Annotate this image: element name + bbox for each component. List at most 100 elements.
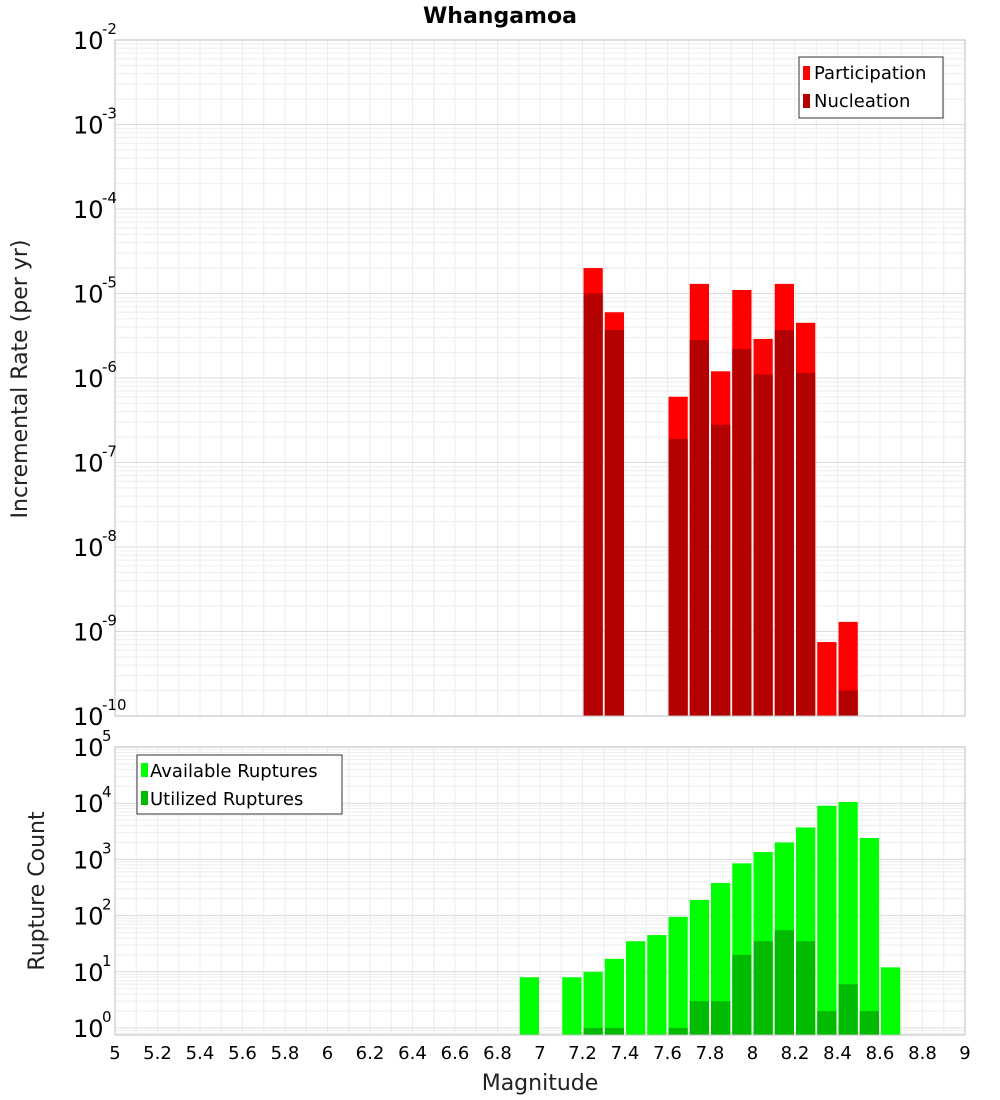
- x-tick-label: 5.8: [271, 1043, 300, 1064]
- count-bar-secondary: [711, 1001, 731, 1035]
- x-tick-label: 7: [534, 1043, 545, 1064]
- count-bar-secondary: [838, 984, 858, 1035]
- x-tick-label: 6: [322, 1043, 333, 1064]
- y-tick-label-base: 10: [73, 27, 104, 55]
- rate-plot-border: [114, 39, 966, 717]
- x-tick-label: 8: [747, 1043, 758, 1064]
- x-tick-label: 7.8: [696, 1043, 725, 1064]
- count-bar-primary: [647, 935, 667, 1035]
- count-bar-secondary: [668, 1027, 688, 1035]
- x-tick-label: 7.4: [611, 1043, 640, 1064]
- x-tick-label: 5.6: [228, 1043, 257, 1064]
- rate-bars: [583, 268, 858, 716]
- count-bars: [519, 802, 901, 1035]
- rate-bar-secondary: [796, 372, 816, 716]
- x-tick-label: 7.6: [653, 1043, 682, 1064]
- x-tick-label: 9: [959, 1043, 970, 1064]
- y-tick-label-exponent: -6: [102, 358, 117, 376]
- count-bar-secondary: [859, 1011, 879, 1035]
- y-tick-label-exponent: -3: [102, 105, 117, 123]
- rate-legend: Participation Nucleation: [798, 56, 944, 119]
- rate-bar-secondary: [732, 349, 752, 716]
- count-bar-primary: [711, 883, 731, 1035]
- rate-bar-secondary: [838, 690, 858, 716]
- y-tick-label-exponent: -7: [102, 443, 117, 461]
- x-tick-label: 5.2: [143, 1043, 172, 1064]
- count-bar-secondary: [774, 930, 794, 1035]
- rate-legend-box: [798, 56, 944, 119]
- count-legend: Available Ruptures Utilized Ruptures: [136, 754, 343, 815]
- rate-gridlines: [114, 39, 966, 717]
- x-tick-label: 6.6: [441, 1043, 470, 1064]
- x-tick-label: 5.4: [186, 1043, 215, 1064]
- count-bar-secondary: [689, 1001, 709, 1035]
- y-tick-label-exponent: -10: [102, 696, 127, 714]
- count-bar-secondary: [796, 941, 816, 1035]
- x-tick-label: 6.2: [356, 1043, 385, 1064]
- count-bar-primary: [626, 941, 646, 1035]
- rate-bar-secondary: [774, 329, 794, 716]
- y-tick-label-base: 10: [73, 112, 104, 140]
- y-tick-label-exponent: 5: [102, 727, 112, 745]
- legend-swatch-utilized: [141, 791, 148, 805]
- legend-swatch-participation: [803, 66, 810, 80]
- y-tick-label-base: 10: [73, 846, 104, 874]
- count-bar-primary: [562, 977, 582, 1035]
- y-tick-label-exponent: 3: [102, 839, 112, 857]
- y-tick-label-base: 10: [73, 903, 104, 931]
- x-tick-label: 8.6: [866, 1043, 895, 1064]
- count-bar-primary: [859, 838, 879, 1035]
- count-plot-border: [114, 746, 966, 1036]
- rate-bar-secondary: [753, 374, 773, 716]
- rate-y-axis-label: Incremental Rate (per yr): [8, 240, 33, 519]
- count-bar-secondary: [817, 1011, 837, 1035]
- x-tick-label: 8.2: [781, 1043, 810, 1064]
- rate-bar-secondary: [604, 329, 624, 716]
- x-tick-label: 8.4: [823, 1043, 852, 1064]
- y-tick-label-exponent: 1: [102, 952, 112, 970]
- y-tick-label-base: 10: [73, 365, 104, 393]
- legend-label-participation: Participation: [814, 63, 926, 84]
- y-tick-label-base: 10: [73, 450, 104, 478]
- count-y-axis-label: Rupture Count: [25, 811, 50, 971]
- legend-swatch-available: [141, 763, 148, 777]
- count-bar-primary: [604, 958, 624, 1035]
- y-tick-label-exponent: 4: [102, 783, 112, 801]
- count-bar-primary: [583, 971, 603, 1035]
- y-tick-label-base: 10: [73, 734, 104, 762]
- legend-label-utilized: Utilized Ruptures: [150, 789, 303, 810]
- y-tick-label-exponent: 0: [102, 1008, 112, 1026]
- y-tick-label-exponent: -4: [102, 189, 117, 207]
- rate-bar-secondary: [583, 293, 603, 716]
- x-tick-label: 7.2: [568, 1043, 597, 1064]
- count-bar-secondary: [732, 954, 752, 1035]
- y-tick-label-exponent: -9: [102, 612, 117, 630]
- count-bar-primary: [519, 977, 539, 1035]
- x-tick-label: 6.8: [483, 1043, 512, 1064]
- chart-title: Whangamoa: [423, 4, 577, 29]
- legend-label-available: Available Ruptures: [150, 761, 318, 782]
- x-tick-label: 8.8: [908, 1043, 937, 1064]
- y-tick-label-exponent: -5: [102, 274, 117, 292]
- y-tick-label-exponent: 2: [102, 896, 112, 914]
- count-bar-secondary: [604, 1027, 624, 1035]
- y-tick-label-base: 10: [73, 959, 104, 987]
- y-tick-label-exponent: -2: [102, 20, 117, 38]
- legend-swatch-nucleation: [803, 94, 810, 108]
- y-tick-label-base: 10: [73, 703, 104, 731]
- x-axis-ticks: 5 5.2 5.4 5.6 5.8 6 6.2 6.4 6.6 6.8 7 7.2 7.4 7.6 7.8 8…: [109, 1043, 970, 1064]
- count-legend-box: [136, 754, 343, 815]
- x-tick-label: 5: [109, 1043, 120, 1064]
- y-tick-label-base: 10: [73, 619, 104, 647]
- y-tick-label-base: 10: [73, 196, 104, 224]
- count-bar-secondary: [753, 941, 773, 1035]
- rate-bar-primary: [817, 642, 837, 716]
- y-tick-label-base: 10: [73, 534, 104, 562]
- x-axis-label: Magnitude: [482, 1071, 599, 1096]
- rate-bar-secondary: [689, 340, 709, 716]
- x-tick-label: 6.4: [398, 1043, 427, 1064]
- rate-bar-secondary: [711, 424, 731, 716]
